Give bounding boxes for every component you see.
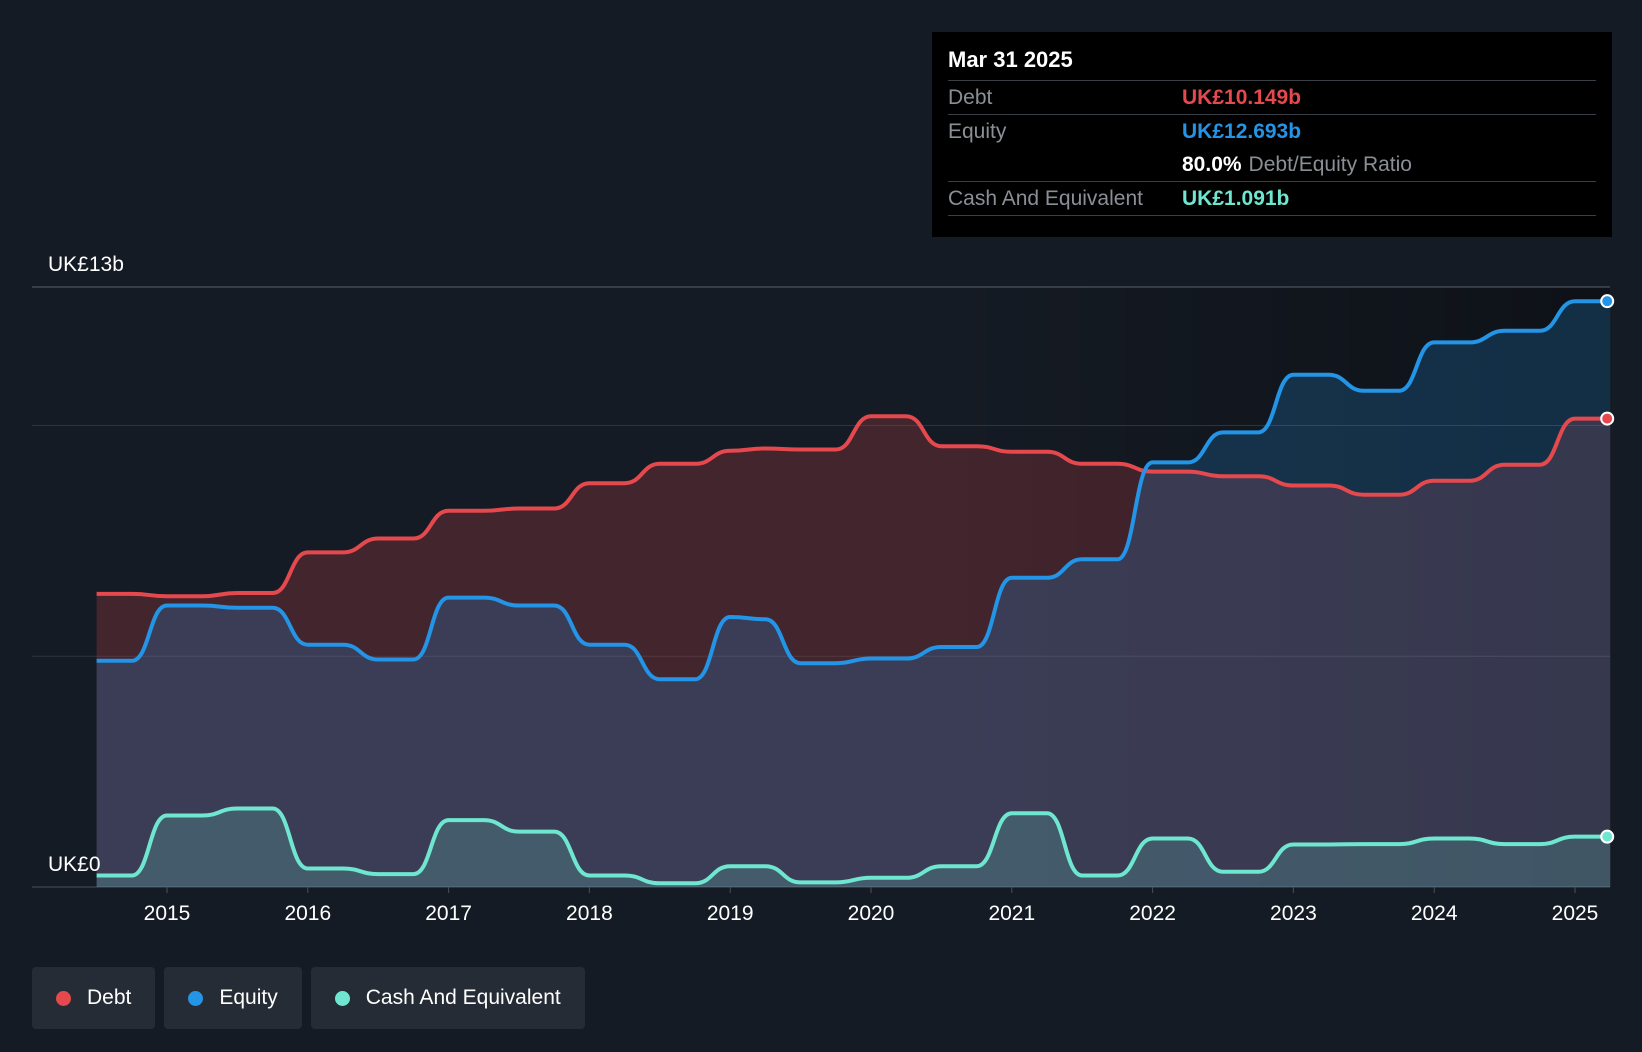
series-areas bbox=[96, 301, 1611, 887]
tooltip-ratio-value: 80.0% bbox=[1182, 152, 1242, 176]
tooltip-equity-row: Equity UK£12.693b bbox=[948, 115, 1596, 148]
tooltip-cash-label: Cash And Equivalent bbox=[948, 186, 1143, 210]
hover-region bbox=[940, 287, 1610, 887]
debt-end-marker bbox=[1600, 411, 1615, 426]
chart-legend: Debt Equity Cash And Equivalent bbox=[32, 967, 594, 1029]
tooltip-ratio-row: 80.0% Debt/Equity Ratio bbox=[948, 148, 1596, 182]
equity-line bbox=[96, 299, 1611, 682]
equity-dot-icon bbox=[188, 990, 204, 1006]
cash-dot-icon bbox=[334, 990, 350, 1006]
series-lines bbox=[96, 299, 1611, 886]
x-tick-label: 2020 bbox=[848, 902, 895, 925]
x-tick-label: 2025 bbox=[1552, 902, 1599, 925]
debt-area bbox=[96, 416, 1611, 887]
legend-equity-label: Equity bbox=[219, 986, 278, 1009]
x-tick-label: 2023 bbox=[1270, 902, 1317, 925]
tooltip-debt-label: Debt bbox=[948, 85, 993, 109]
cash-area bbox=[96, 808, 1611, 887]
tooltip-equity-value: UK£12.693b bbox=[1182, 119, 1302, 143]
tooltip-date: Mar 31 2025 bbox=[948, 46, 1596, 81]
legend-item-equity[interactable]: Equity bbox=[164, 967, 302, 1029]
equity-end-marker bbox=[1600, 294, 1615, 309]
x-axis-ticks: 2015 2016 2017 2018 2019 2020 2021 2022 2023 2024… bbox=[144, 887, 1599, 925]
x-tick-label: 2017 bbox=[425, 902, 472, 925]
tooltip-ratio-label: Debt/Equity Ratio bbox=[1248, 152, 1412, 176]
y-axis-top-label: UK£13b bbox=[48, 253, 124, 276]
x-tick-label: 2015 bbox=[144, 902, 191, 925]
cash-line bbox=[96, 806, 1611, 886]
gridlines bbox=[32, 286, 1610, 888]
x-tick-label: 2016 bbox=[284, 902, 331, 925]
y-axis-bottom-label: UK£0 bbox=[48, 853, 101, 876]
tooltip-equity-label: Equity bbox=[948, 119, 1007, 143]
debt-line bbox=[96, 414, 1611, 599]
legend-item-debt[interactable]: Debt bbox=[32, 967, 156, 1029]
x-tick-label: 2019 bbox=[707, 902, 754, 925]
legend-debt-label: Debt bbox=[87, 986, 132, 1009]
x-tick-label: 2024 bbox=[1411, 902, 1458, 925]
tooltip-cash-row: Cash And Equivalent UK£1.091b bbox=[948, 182, 1596, 216]
tooltip-debt-value: UK£10.149b bbox=[1182, 85, 1302, 109]
legend-item-cash[interactable]: Cash And Equivalent bbox=[310, 967, 585, 1029]
end-markers bbox=[1600, 294, 1615, 844]
tooltip-panel: Mar 31 2025 Debt UK£10.149b Equity UK£12… bbox=[932, 32, 1612, 237]
tooltip-cash-value: UK£1.091b bbox=[1182, 186, 1290, 210]
cash-end-marker bbox=[1600, 829, 1615, 844]
x-tick-label: 2021 bbox=[988, 902, 1035, 925]
x-tick-label: 2022 bbox=[1129, 902, 1176, 925]
tooltip-debt-row: Debt UK£10.149b bbox=[948, 81, 1596, 115]
debt-dot-icon bbox=[56, 990, 71, 1006]
equity-area bbox=[96, 301, 1611, 887]
x-tick-label: 2018 bbox=[566, 902, 613, 925]
legend-cash-label: Cash And Equivalent bbox=[365, 986, 561, 1009]
